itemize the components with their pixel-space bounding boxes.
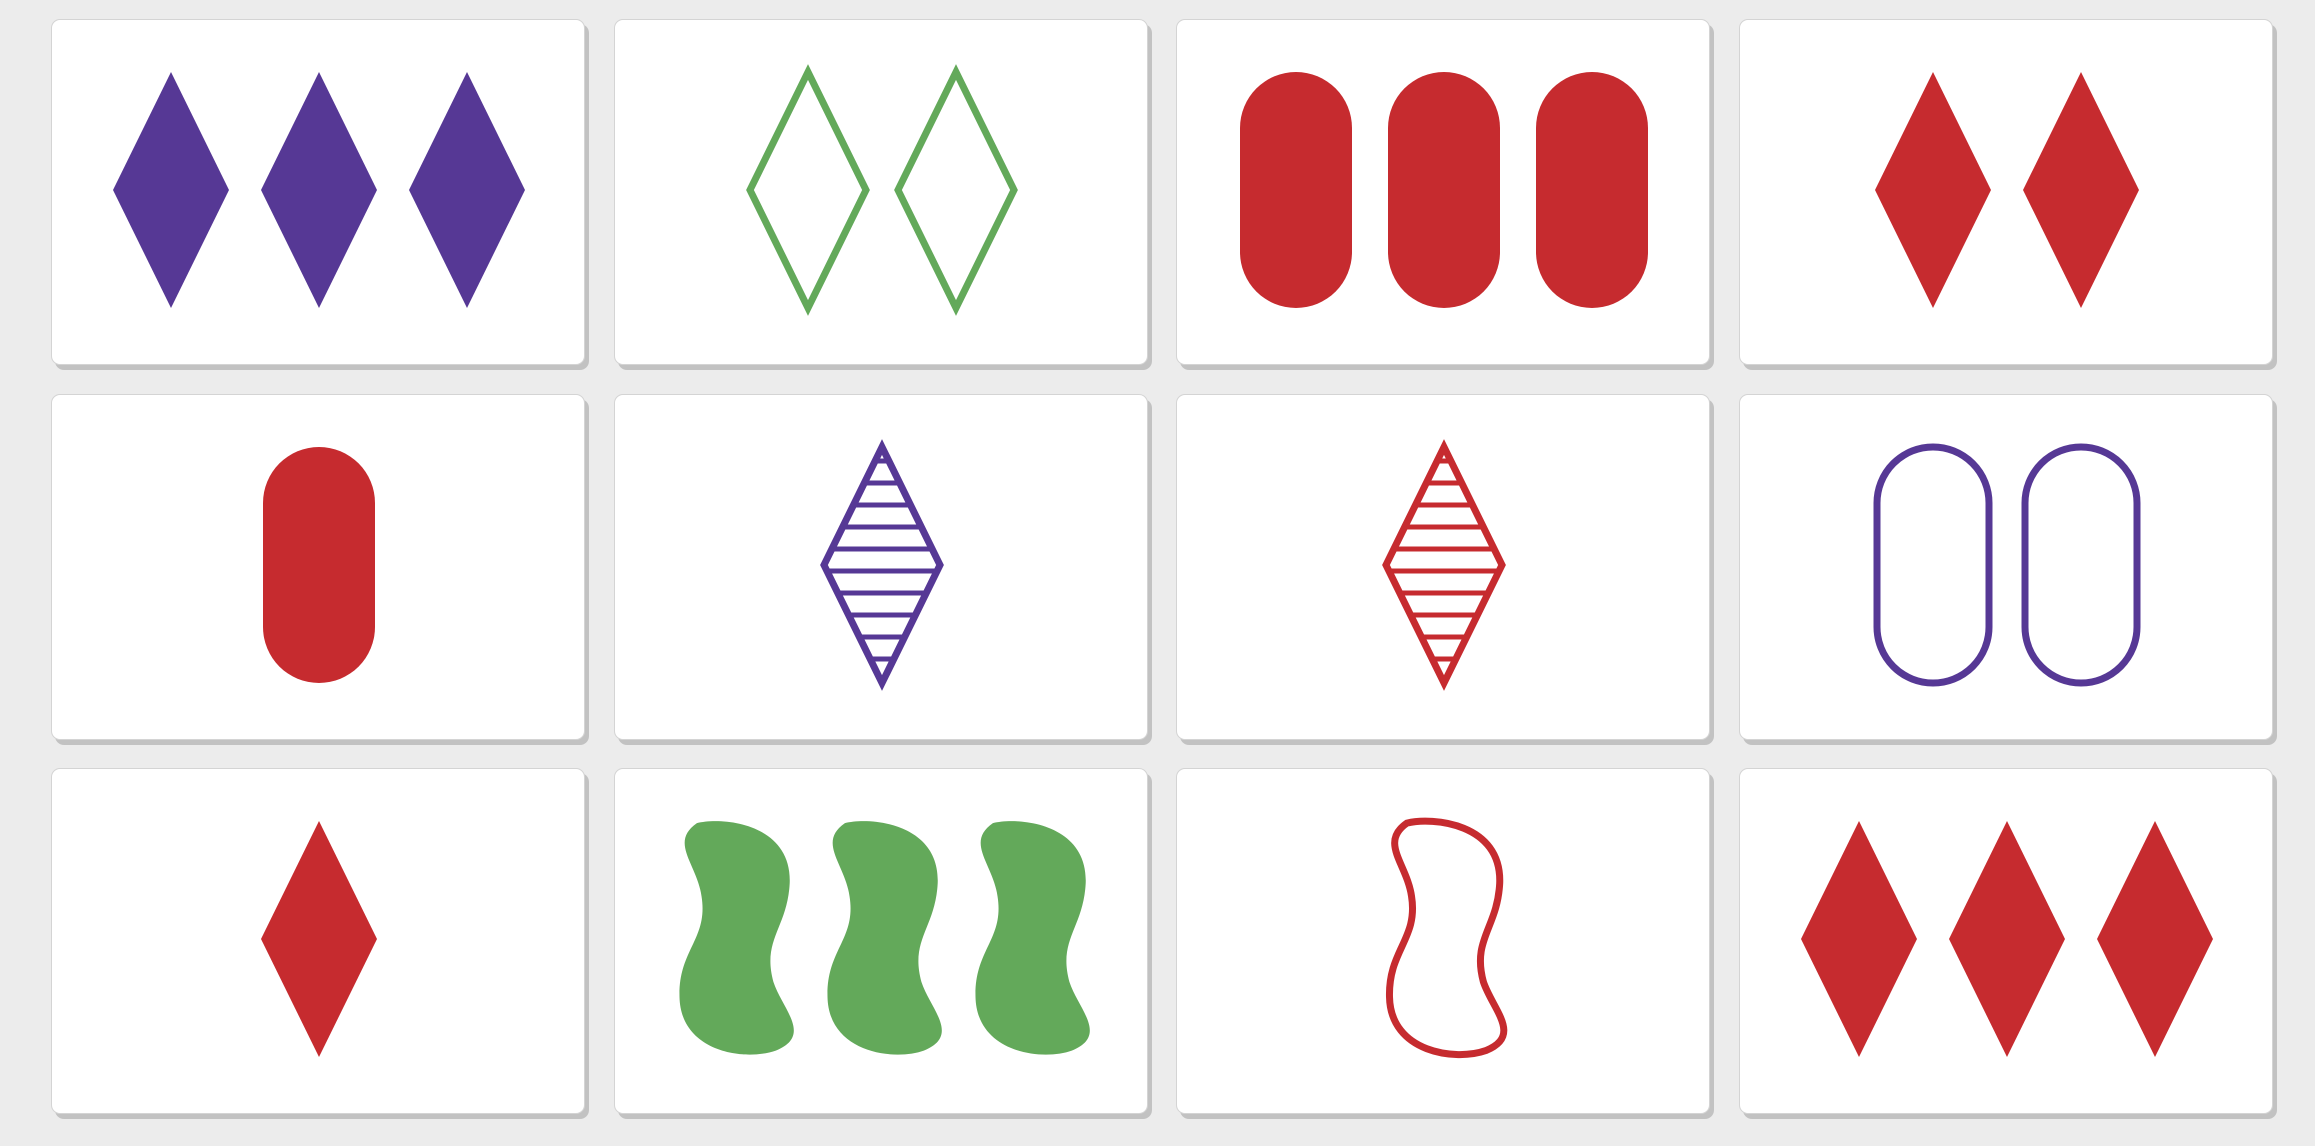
- card-8[interactable]: [1739, 394, 2273, 740]
- diamond-symbol: [1801, 821, 1917, 1057]
- card-6[interactable]: [614, 394, 1148, 740]
- card-11[interactable]: [1176, 768, 1710, 1114]
- oval-symbol: [1388, 72, 1500, 308]
- card-4-symbols: [1875, 72, 2139, 308]
- diamond-symbol: [261, 821, 377, 1057]
- squiggle-symbol: [975, 821, 1090, 1055]
- card-9-symbols: [261, 821, 377, 1057]
- squiggle-symbol: [1385, 817, 1508, 1059]
- card-7-symbols: [1382, 439, 1506, 691]
- card-1-symbols: [113, 72, 525, 308]
- card-3[interactable]: [1176, 19, 1710, 365]
- diamond-symbol: [2023, 72, 2139, 308]
- diamond-symbol: [1382, 439, 1506, 691]
- oval-symbol: [1873, 443, 1993, 687]
- card-10[interactable]: [614, 768, 1148, 1114]
- diamond-symbol: [409, 72, 525, 308]
- diamond-symbol: [113, 72, 229, 308]
- diamond-symbol: [894, 64, 1018, 316]
- diamond-symbol: [261, 72, 377, 308]
- card-7[interactable]: [1176, 394, 1710, 740]
- card-2-symbols: [746, 64, 1018, 316]
- oval-symbol: [1240, 72, 1352, 308]
- diamond-symbol: [1875, 72, 1991, 308]
- oval-symbol: [2021, 443, 2141, 687]
- card-1[interactable]: [51, 19, 585, 365]
- diamond-symbol: [2097, 821, 2213, 1057]
- card-11-symbols: [1385, 817, 1508, 1059]
- card-2[interactable]: [614, 19, 1148, 365]
- diamond-symbol: [1949, 821, 2065, 1057]
- diamond-symbol: [746, 64, 870, 316]
- oval-symbol: [263, 447, 375, 683]
- diamond-symbol: [820, 439, 944, 691]
- card-5-symbols: [263, 447, 375, 683]
- card-10-symbols: [679, 821, 1090, 1055]
- card-12[interactable]: [1739, 768, 2273, 1114]
- oval-symbol: [1536, 72, 1648, 308]
- card-12-symbols: [1801, 821, 2213, 1057]
- card-9[interactable]: [51, 768, 585, 1114]
- squiggle-symbol: [827, 821, 942, 1055]
- card-4[interactable]: [1739, 19, 2273, 365]
- card-3-symbols: [1240, 72, 1648, 308]
- card-5[interactable]: [51, 394, 585, 740]
- card-6-symbols: [820, 439, 944, 691]
- card-8-symbols: [1873, 443, 2141, 687]
- squiggle-symbol: [679, 821, 794, 1055]
